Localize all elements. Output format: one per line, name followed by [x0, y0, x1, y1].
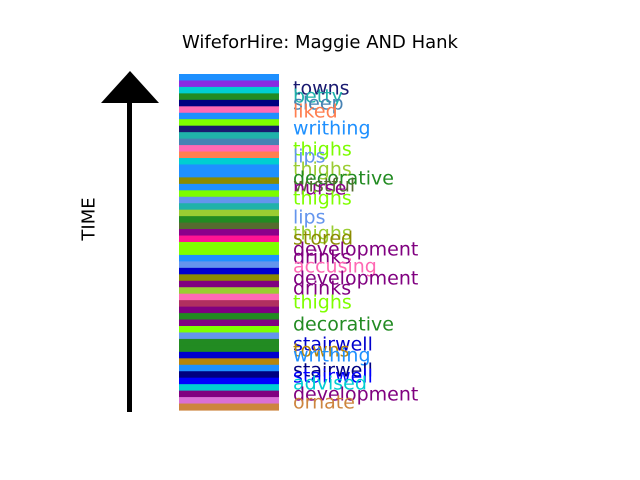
word-label: decorative: [293, 313, 394, 336]
stripe: [179, 99, 279, 107]
stripe: [179, 261, 279, 269]
chart-title: WifeforHire: Maggie AND Hank: [182, 32, 458, 53]
stripe: [179, 274, 279, 282]
stripe: [179, 287, 279, 295]
stripe: [179, 80, 279, 88]
stripe: [179, 235, 279, 243]
stripe: [179, 364, 279, 372]
stripe: [179, 371, 279, 379]
stripe: [179, 119, 279, 127]
stripe: [179, 170, 279, 178]
word-label: stairwell: [293, 333, 373, 355]
word-label: towns: [293, 339, 350, 362]
word-label: drinks: [293, 246, 352, 269]
stripe: [179, 338, 279, 346]
stripe: [179, 254, 279, 262]
word-label: accusing: [293, 255, 377, 277]
stripe: [179, 242, 279, 250]
stripe: [179, 222, 279, 230]
stripe: [179, 145, 279, 153]
word-label: lips: [293, 206, 326, 228]
stripe: [179, 300, 279, 308]
stripe: [179, 132, 279, 140]
stripe: [179, 151, 279, 159]
word-label: betty: [293, 85, 343, 108]
stripe: [179, 93, 279, 101]
stripe: [179, 280, 279, 288]
word-label: ornate: [293, 391, 355, 414]
stripe: [179, 158, 279, 166]
stripe: [179, 403, 279, 411]
stripe: [179, 332, 279, 340]
word-label: stairwell: [293, 365, 373, 388]
stripe: [179, 106, 279, 114]
word-label: stored: [293, 227, 354, 250]
word-label: development: [293, 267, 419, 290]
stripe: [179, 177, 279, 185]
stripe: [179, 203, 279, 211]
stripe: [179, 138, 279, 146]
word-label: advised: [293, 372, 367, 395]
word-label: nurse: [293, 177, 347, 200]
stripe: [179, 125, 279, 133]
word-label: development: [293, 383, 419, 406]
stripe: [179, 164, 279, 172]
word-label: development: [293, 238, 419, 261]
word-label: thighs: [293, 222, 352, 245]
word-label: thighs: [293, 291, 352, 314]
stripe: [179, 384, 279, 392]
word-label: sleep: [293, 92, 344, 115]
word-label: liked: [293, 100, 338, 123]
time-arrow-shaft: [127, 100, 132, 412]
word-label: lips: [293, 145, 326, 168]
stripe: [179, 345, 279, 353]
word-label: thighs: [293, 187, 352, 210]
stripe: [179, 313, 279, 321]
stripe: [179, 293, 279, 301]
stripe: [179, 112, 279, 120]
word-label: thighs: [293, 158, 352, 181]
word-label: writhing: [293, 117, 371, 140]
stripe: [179, 319, 279, 327]
stripe: [179, 306, 279, 314]
word-label: towns: [293, 77, 350, 100]
word-label: wistful: [293, 174, 356, 197]
stripe: [179, 183, 279, 191]
stripe: [179, 326, 279, 334]
stripe: [179, 190, 279, 198]
stripe: [179, 390, 279, 398]
stripe: [179, 86, 279, 94]
stripe: [179, 267, 279, 275]
word-label: decorative: [293, 167, 394, 190]
time-arrow-head: [101, 71, 159, 103]
word-label: stairwell: [293, 359, 373, 382]
stripe: [179, 196, 279, 204]
word-label: writhing: [293, 344, 371, 367]
stripe: [179, 74, 279, 82]
stripe: [179, 209, 279, 217]
stripe: [179, 248, 279, 256]
stripe: [179, 351, 279, 359]
stripe: [179, 358, 279, 366]
word-label: drinks: [293, 277, 352, 300]
stripe: [179, 397, 279, 405]
stripe: [179, 377, 279, 385]
stripe: [179, 216, 279, 224]
stripe: [179, 229, 279, 237]
word-label: thighs: [293, 138, 352, 161]
